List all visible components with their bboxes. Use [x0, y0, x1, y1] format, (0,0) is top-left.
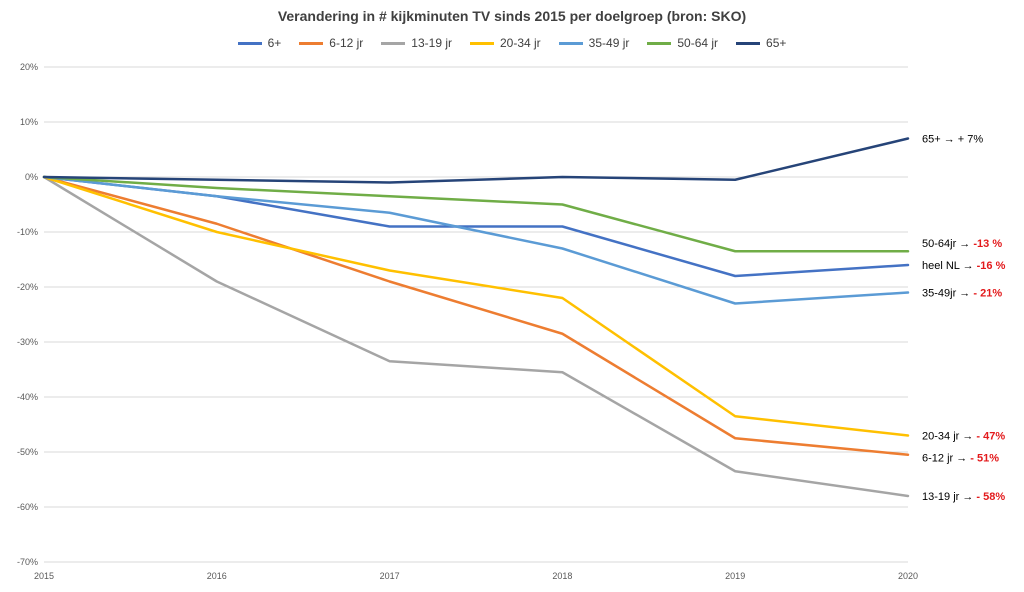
end-annotation: 35-49jr → - 21%: [922, 288, 1002, 300]
end-annotation: 65+ → + 7%: [922, 134, 983, 146]
legend-swatch: [237, 41, 262, 45]
legend-item: 6+: [237, 36, 282, 50]
legend-item: 35-49 jr: [558, 36, 630, 50]
end-annotation: 50-64jr → -13 %: [922, 238, 1002, 250]
y-tick-label: -20%: [17, 282, 38, 292]
legend-item: 50-64 jr: [647, 36, 718, 50]
legend-item: 13-19 jr: [381, 36, 452, 50]
end-annotation: 20-34 jr → - 47%: [922, 431, 1005, 443]
end-annotation: 13-19 jr → - 58%: [922, 491, 1005, 503]
legend: 6+ 6-12 jr 13-19 jr 20-34 jr 35-49 jr 50-64 j…: [0, 36, 1024, 50]
legend-label: 13-19 jr: [411, 36, 452, 50]
y-tick-label: -70%: [17, 557, 38, 567]
y-tick-label: 20%: [20, 62, 38, 72]
x-tick-label: 2016: [207, 571, 227, 581]
legend-item: 20-34 jr: [469, 36, 541, 50]
y-tick-label: -50%: [17, 447, 38, 457]
legend-swatch: [558, 41, 583, 45]
legend-swatch: [381, 41, 406, 45]
x-tick-label: 2020: [898, 571, 918, 581]
legend-label: 6-12 jr: [329, 36, 364, 50]
series-line: [42, 175, 910, 305]
series-line: [42, 175, 910, 456]
legend-label: 20-34 jr: [499, 36, 541, 50]
legend-label: 50-64 jr: [677, 36, 719, 50]
x-tick-label: 2018: [552, 571, 572, 581]
x-tick-label: 2015: [34, 571, 54, 581]
x-tick-label: 2019: [725, 571, 745, 581]
legend-item: 6-12 jr: [299, 36, 363, 50]
series-line: [42, 175, 910, 498]
y-tick-label: 0%: [25, 172, 38, 182]
series-line: [42, 137, 910, 184]
end-annotation: 6-12 jr → - 51%: [922, 453, 999, 465]
x-tick-label: 2017: [380, 571, 400, 581]
y-tick-label: -10%: [17, 227, 38, 237]
legend-label: 65+: [766, 36, 787, 50]
y-tick-label: -30%: [17, 337, 38, 347]
legend-swatch: [299, 41, 324, 45]
series-line: [42, 175, 910, 437]
legend-swatch: [469, 41, 494, 45]
end-annotation: heel NL → -16 %: [922, 260, 1006, 272]
legend-swatch: [647, 41, 672, 45]
series-line: [42, 175, 910, 253]
legend-label: 6+: [267, 36, 282, 50]
y-tick-label: 10%: [20, 117, 38, 127]
legend-swatch: [736, 41, 761, 45]
y-tick-label: -60%: [17, 502, 38, 512]
y-tick-label: -40%: [17, 392, 38, 402]
legend-item: 65+: [736, 36, 786, 50]
chart-title: Verandering in # kijkminuten TV sinds 20…: [277, 8, 747, 24]
legend-label: 35-49 jr: [588, 36, 630, 50]
